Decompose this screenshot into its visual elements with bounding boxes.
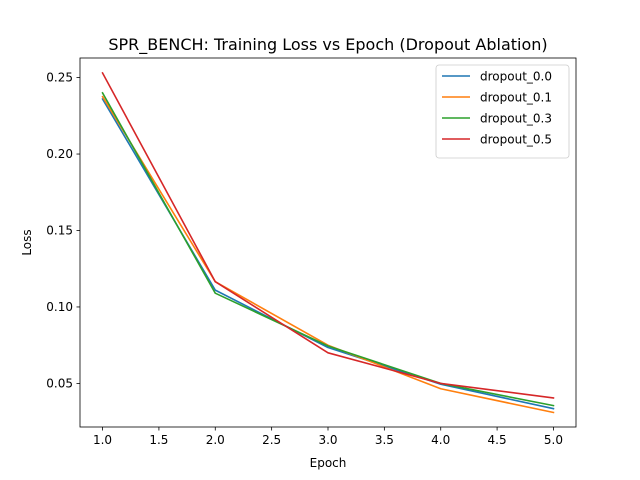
x-tick-label: 3.0 (318, 433, 337, 447)
series-line-dropout_0.3 (101, 91, 555, 407)
y-tick-label: 0.05 (46, 376, 73, 390)
legend: dropout_0.0 dropout_0.1 dropout_0.3dropout… (435, 64, 570, 159)
x-tick-label: 5.0 (544, 433, 563, 447)
legend-label-dropout_0.0: dropout_0.0 (480, 70, 552, 84)
y-tick-label: 0.10 (46, 300, 73, 314)
x-tick-label: 3.5 (375, 433, 394, 447)
legend-label-dropout_0.3: dropout_0.3 (480, 112, 552, 126)
legend-box (435, 64, 570, 159)
x-tick-label: 2.5 (262, 433, 281, 447)
x-tick-label: 2.0 (206, 433, 225, 447)
legend-label-dropout_0.5: dropout_0.5 (480, 133, 552, 147)
y-axis-label: Loss (20, 229, 34, 255)
x-tick-label: 4.5 (488, 433, 507, 447)
series-line-dropout_0.5 (101, 71, 555, 399)
y-tick-label: 0.25 (46, 71, 73, 85)
x-tick-label: 1.0 (93, 433, 112, 447)
x-tick-label: 1.5 (149, 433, 168, 447)
y-axis: 0.05 0.10 0.15 0.20 0.25 (46, 71, 80, 390)
chart-title: SPR_BENCH: Training Loss vs Epoch (Dropo… (108, 35, 547, 55)
x-tick-label: 4.0 (431, 433, 450, 447)
x-axis: 1.0 1.5 2.0 2.5 3.0 3.5 4.0 4.5 5.0 (93, 427, 563, 447)
x-axis-label: Epoch (310, 456, 347, 470)
y-tick-label: 0.15 (46, 223, 73, 237)
plot-area (101, 71, 555, 414)
y-tick-label: 0.20 (46, 147, 73, 161)
legend-label-dropout_0.1: dropout_0.1 (480, 91, 552, 105)
